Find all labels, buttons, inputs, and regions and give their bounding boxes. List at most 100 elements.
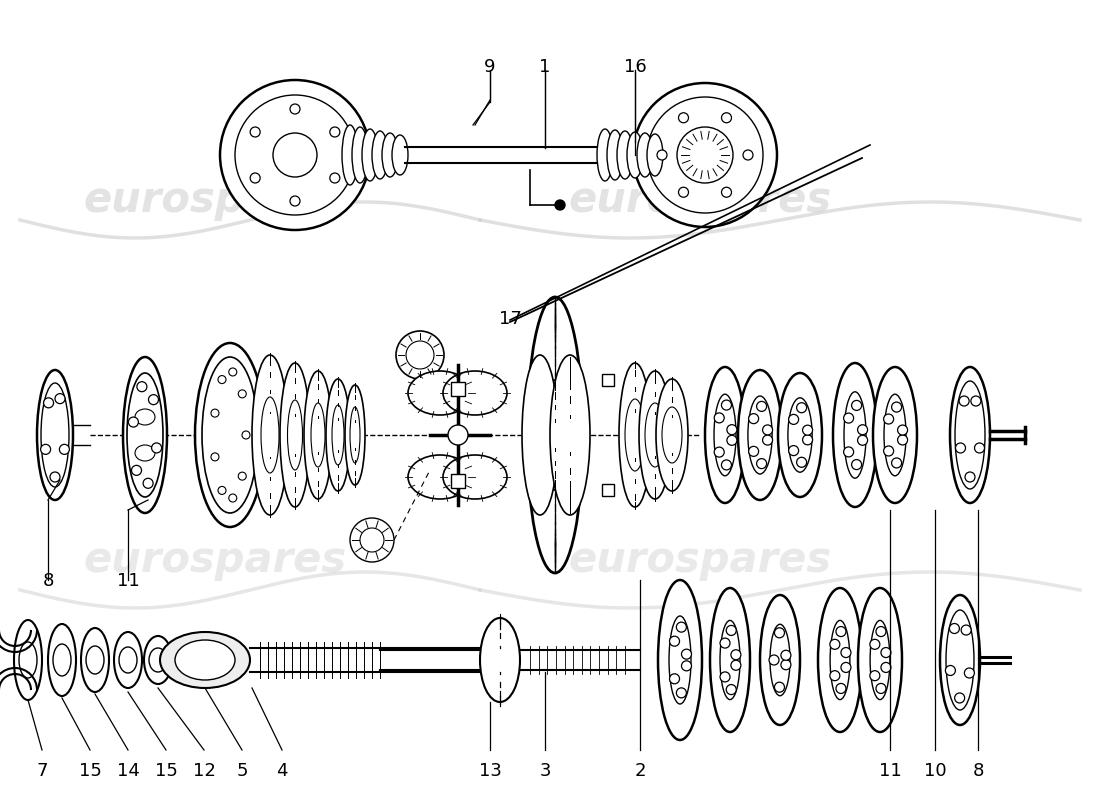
Bar (602, 374, 614, 386)
Circle shape (781, 650, 791, 660)
Ellipse shape (443, 455, 507, 499)
Circle shape (829, 670, 839, 681)
Ellipse shape (280, 363, 310, 507)
Circle shape (143, 478, 153, 488)
Ellipse shape (53, 644, 72, 676)
Ellipse shape (235, 95, 355, 215)
Ellipse shape (778, 373, 822, 497)
Ellipse shape (406, 341, 434, 369)
Circle shape (59, 444, 69, 454)
Circle shape (670, 636, 680, 646)
Ellipse shape (382, 133, 398, 177)
Ellipse shape (738, 370, 782, 500)
Circle shape (742, 150, 754, 160)
Circle shape (330, 173, 340, 183)
Circle shape (949, 623, 959, 634)
Ellipse shape (647, 97, 763, 213)
Text: 15: 15 (155, 762, 177, 780)
Circle shape (774, 628, 784, 638)
Ellipse shape (443, 371, 507, 415)
Ellipse shape (940, 595, 980, 725)
Circle shape (239, 472, 246, 480)
Ellipse shape (818, 588, 862, 732)
Ellipse shape (844, 392, 866, 478)
Text: eurospares: eurospares (569, 179, 832, 221)
Circle shape (148, 394, 158, 405)
Circle shape (41, 444, 51, 454)
Circle shape (132, 466, 142, 475)
Text: 14: 14 (117, 762, 140, 780)
Circle shape (844, 447, 854, 457)
Circle shape (796, 458, 806, 467)
Circle shape (757, 458, 767, 469)
Circle shape (945, 666, 956, 675)
Text: 13: 13 (478, 762, 502, 780)
Ellipse shape (345, 385, 365, 485)
Circle shape (330, 127, 340, 137)
Bar (451, 474, 465, 488)
Circle shape (844, 413, 854, 423)
Circle shape (211, 453, 219, 461)
Ellipse shape (607, 130, 623, 180)
Circle shape (722, 113, 732, 122)
Circle shape (881, 662, 891, 673)
Ellipse shape (304, 371, 332, 499)
Circle shape (757, 402, 767, 411)
Ellipse shape (175, 640, 235, 680)
Ellipse shape (884, 394, 906, 476)
Circle shape (858, 425, 868, 434)
Text: eurospares: eurospares (569, 539, 832, 581)
Text: 9: 9 (484, 58, 496, 76)
Circle shape (892, 402, 902, 412)
Ellipse shape (625, 399, 645, 471)
Circle shape (670, 674, 680, 684)
Ellipse shape (252, 355, 288, 515)
Bar (451, 382, 465, 396)
Circle shape (720, 638, 730, 648)
Ellipse shape (41, 383, 69, 487)
Circle shape (975, 443, 984, 453)
Circle shape (762, 425, 772, 435)
Circle shape (50, 472, 60, 482)
Circle shape (682, 661, 692, 671)
Circle shape (870, 639, 880, 650)
Ellipse shape (81, 628, 109, 692)
Circle shape (679, 187, 689, 198)
Ellipse shape (705, 367, 745, 503)
Circle shape (657, 150, 667, 160)
Circle shape (883, 414, 893, 424)
Circle shape (129, 417, 139, 427)
Ellipse shape (360, 528, 384, 552)
Ellipse shape (632, 83, 777, 227)
Circle shape (836, 626, 846, 637)
Ellipse shape (86, 646, 104, 674)
Ellipse shape (639, 371, 671, 499)
Circle shape (883, 446, 893, 456)
Text: 16: 16 (624, 58, 647, 76)
Ellipse shape (617, 131, 632, 179)
Ellipse shape (220, 80, 370, 230)
Ellipse shape (658, 580, 702, 740)
Ellipse shape (627, 132, 644, 178)
Text: eurospares: eurospares (84, 539, 346, 581)
Text: 11: 11 (879, 762, 901, 780)
Ellipse shape (350, 407, 360, 463)
Circle shape (774, 682, 784, 692)
Circle shape (720, 672, 730, 682)
Circle shape (858, 435, 868, 446)
Ellipse shape (311, 403, 324, 467)
Circle shape (218, 486, 226, 494)
Ellipse shape (392, 135, 408, 175)
Circle shape (730, 660, 741, 670)
Circle shape (242, 431, 250, 439)
Circle shape (789, 446, 799, 456)
Circle shape (714, 447, 724, 457)
Circle shape (965, 668, 975, 678)
Ellipse shape (48, 624, 76, 696)
Circle shape (152, 443, 162, 453)
Ellipse shape (332, 405, 344, 465)
Circle shape (722, 187, 732, 198)
Circle shape (796, 402, 806, 413)
Ellipse shape (946, 610, 974, 710)
Circle shape (722, 460, 732, 470)
